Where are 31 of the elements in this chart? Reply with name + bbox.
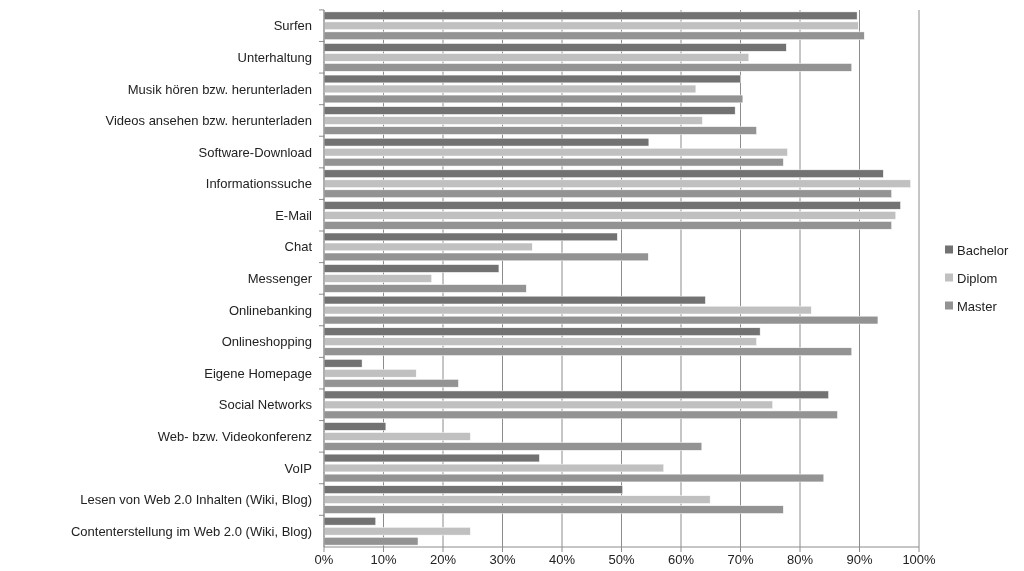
y-tick-label: Lesen von Web 2.0 Inhalten (Wiki, Blog): [80, 492, 312, 508]
legend-label: Bachelor: [957, 243, 1009, 259]
x-tick-label: 60%: [667, 552, 695, 567]
y-tick-label: Chat: [284, 239, 313, 255]
y-tick-label: Onlinebanking: [228, 302, 312, 318]
y-tick-label: Informationssuche: [205, 176, 312, 192]
legend-label: Master: [957, 299, 998, 315]
x-tick-label: 10%: [370, 552, 397, 567]
y-tick-label: E-Mail: [275, 207, 313, 223]
y-tick-label: Software-Download: [198, 144, 312, 160]
y-tick-label: Contenterstellung im Web 2.0 (Wiki, Blog): [70, 523, 312, 539]
y-tick-label: Videos ansehen bzw. herunterladen: [105, 113, 312, 129]
x-tick-label: 80%: [786, 552, 814, 567]
y-tick-label: VoIP: [284, 460, 312, 476]
x-tick-label: 70%: [727, 552, 754, 567]
y-tick-label: Surfen: [273, 18, 312, 34]
y-tick-label: Eigene Homepage: [204, 365, 312, 381]
legend-label: Diplom: [957, 271, 998, 287]
x-tick-label: 20%: [429, 552, 457, 567]
x-tick-label: 100%: [902, 552, 937, 567]
y-tick-label: Unterhaltung: [237, 49, 312, 65]
y-tick-label: Social Networks: [218, 397, 313, 413]
x-tick-label: 30%: [489, 552, 516, 567]
x-tick-label: 50%: [608, 552, 635, 567]
x-tick-label: 90%: [846, 552, 873, 567]
y-tick-label: Musik hören bzw. herunterladen: [127, 81, 312, 97]
y-tick-label: Web- bzw. Videokonferenz: [157, 428, 312, 444]
y-tick-label: Messenger: [247, 271, 313, 287]
x-tick-label: 40%: [548, 552, 576, 567]
x-tick-label: 0%: [314, 552, 334, 567]
y-tick-label: Onlineshopping: [221, 334, 312, 350]
